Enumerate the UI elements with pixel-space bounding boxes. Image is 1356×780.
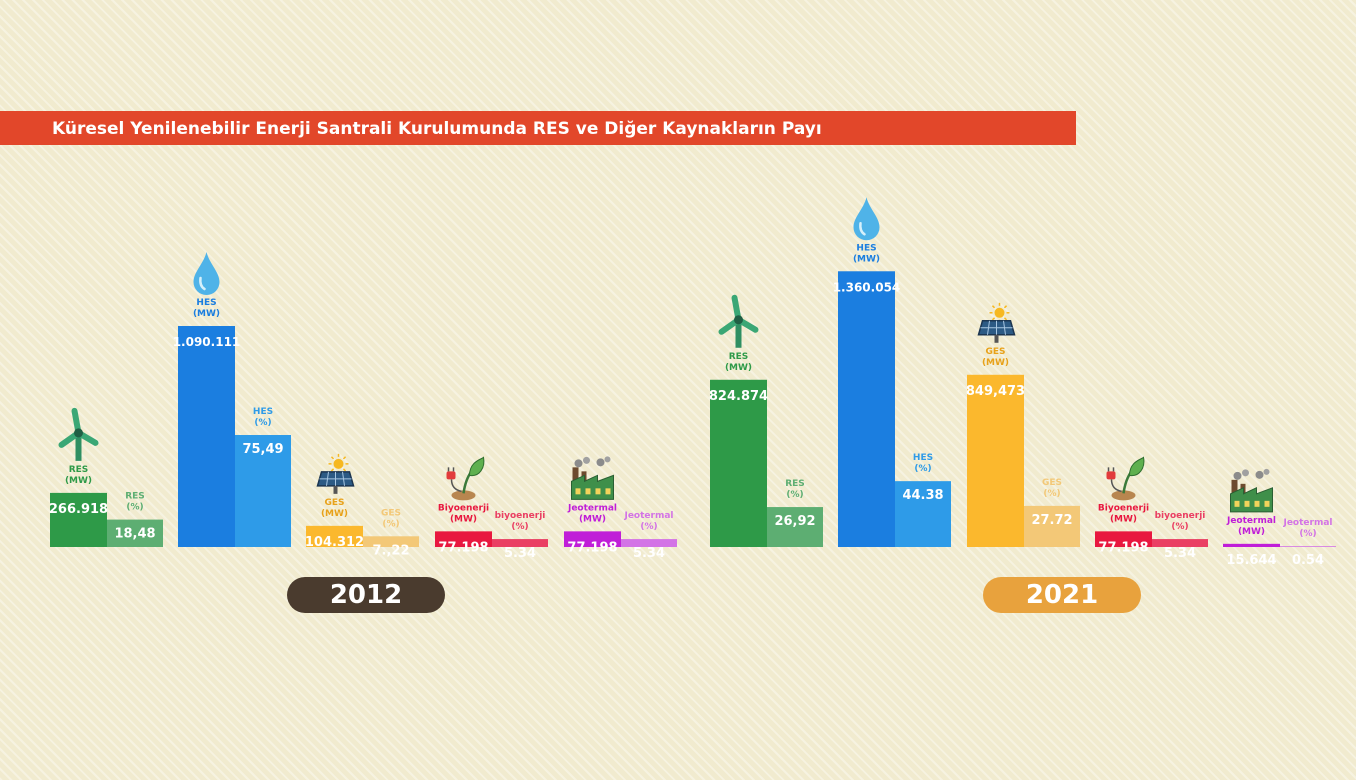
series-label-pct: HES	[913, 453, 933, 463]
series-unit-mw: (MW)	[1110, 514, 1137, 524]
series-label-pct: biyoenerji	[495, 511, 546, 521]
data-label-pct: 5.34	[633, 546, 665, 561]
series-label-pct: RES	[125, 492, 145, 502]
bar-biyoenerji-pct-2012	[492, 539, 548, 547]
series-label-pct: Jeotermal	[1282, 518, 1332, 528]
series-label-mw: Jeotermal	[1226, 516, 1276, 526]
wind-turbine-icon	[718, 294, 759, 348]
chart-title: Küresel Yenilenebilir Enerji Santrali Ku…	[52, 119, 822, 139]
data-label-mw: 15.644	[1226, 553, 1276, 568]
series-unit-mw: (MW)	[853, 254, 880, 264]
data-label-mw: 1.090.111	[173, 335, 241, 349]
bar-jeotermal-pct-2021	[1280, 546, 1336, 547]
series-unit-mw: (MW)	[450, 514, 477, 524]
data-label-pct: 5.34	[1164, 546, 1196, 561]
series-unit-mw: (MW)	[65, 476, 92, 486]
series-unit-mw: (MW)	[1238, 527, 1265, 537]
series-unit-pct: (%)	[254, 418, 271, 428]
series-label-mw: Biyoenerji	[1098, 503, 1149, 513]
series-unit-mw: (MW)	[982, 358, 1009, 368]
series-unit-mw: (MW)	[725, 363, 752, 373]
series-label-mw: HES	[196, 298, 216, 308]
series-label-mw: GES	[324, 498, 344, 508]
series-unit-pct: (%)	[1043, 489, 1060, 499]
series-unit-mw: (MW)	[579, 514, 606, 524]
data-label-mw: 266.918	[49, 502, 108, 517]
data-label-pct: 26,92	[774, 514, 815, 529]
series-unit-pct: (%)	[640, 522, 657, 532]
data-label-pct: 27.72	[1031, 513, 1072, 528]
data-label-pct: 7.,22	[372, 543, 409, 558]
series-label-mw: Biyoenerji	[438, 503, 489, 513]
series-unit-mw: (MW)	[193, 309, 220, 319]
plant-plug-icon	[446, 456, 485, 501]
data-label-mw: 77.198	[567, 540, 617, 555]
data-label-mw: 77.198	[1098, 540, 1148, 555]
bar-ges-pct-2012	[363, 536, 419, 547]
bar-ges-mw-2012	[306, 525, 363, 547]
plant-plug-icon	[1106, 456, 1145, 501]
solar-panel-icon	[316, 453, 355, 494]
bar-ges-pct-2021	[1024, 505, 1080, 547]
bar-hes-mw-2012	[178, 326, 235, 547]
series-label-pct: GES	[1042, 478, 1062, 488]
bar-res-pct-2021	[767, 507, 823, 547]
data-label-mw: 824.874	[709, 389, 768, 404]
data-label-pct: 18,48	[114, 527, 155, 542]
bar-jeotermal-mw-2021	[1223, 543, 1280, 547]
wind-turbine-icon	[58, 407, 99, 461]
bar-biyoenerji-pct-2021	[1152, 539, 1208, 547]
title-banner: Küresel Yenilenebilir Enerji Santrali Ku…	[0, 111, 1076, 145]
data-label-mw: 77.198	[438, 540, 488, 555]
data-label-mw: 1.360.054	[833, 280, 901, 294]
bar-hes-mw-2021	[838, 271, 895, 547]
data-label-pct: 5.34	[504, 546, 536, 561]
year-badge-2021: 2021	[983, 577, 1141, 613]
series-label-pct: HES	[253, 407, 273, 417]
water-drop-icon	[193, 252, 220, 295]
bar-res-pct-2012	[107, 519, 163, 547]
data-label-pct: 75,49	[242, 442, 283, 457]
solar-panel-icon	[977, 302, 1016, 343]
bar-res-mw-2012	[50, 492, 107, 547]
series-unit-pct: (%)	[914, 464, 931, 474]
bar-hes-pct-2012	[235, 435, 291, 547]
bar-biyoenerji-mw-2012	[435, 531, 492, 547]
data-label-pct: 0.54	[1292, 553, 1324, 568]
bar-ges-mw-2021	[967, 374, 1024, 547]
bar-res-mw-2021	[710, 379, 767, 547]
series-label-pct: biyoenerji	[1155, 511, 1206, 521]
factory-icon	[1230, 468, 1273, 513]
series-unit-pct: (%)	[1299, 529, 1316, 539]
data-label-pct: 44.38	[902, 488, 943, 503]
data-label-mw: 104.312	[305, 535, 364, 550]
series-label-pct: Jeotermal	[623, 511, 673, 521]
bar-jeotermal-mw-2012	[564, 531, 621, 547]
series-unit-mw: (MW)	[321, 509, 348, 519]
series-label-mw: RES	[69, 465, 89, 475]
data-label-mw: 849,473	[966, 384, 1025, 399]
series-label-mw: GES	[985, 347, 1005, 357]
series-unit-pct: (%)	[511, 522, 528, 532]
series-label-mw: Jeotermal	[567, 503, 617, 513]
series-unit-pct: (%)	[126, 503, 143, 513]
water-drop-icon	[853, 197, 880, 241]
year-badge-2012: 2012	[287, 577, 445, 613]
series-unit-pct: (%)	[786, 490, 803, 500]
bar-hes-pct-2021	[895, 481, 951, 547]
bar-jeotermal-pct-2012	[621, 539, 677, 547]
series-label-mw: HES	[856, 243, 876, 253]
series-label-pct: GES	[381, 508, 401, 518]
series-unit-pct: (%)	[1171, 522, 1188, 532]
series-label-mw: RES	[729, 352, 749, 362]
factory-icon	[571, 456, 614, 500]
series-label-pct: RES	[785, 479, 805, 489]
series-unit-pct: (%)	[382, 519, 399, 529]
bar-biyoenerji-mw-2021	[1095, 531, 1152, 547]
